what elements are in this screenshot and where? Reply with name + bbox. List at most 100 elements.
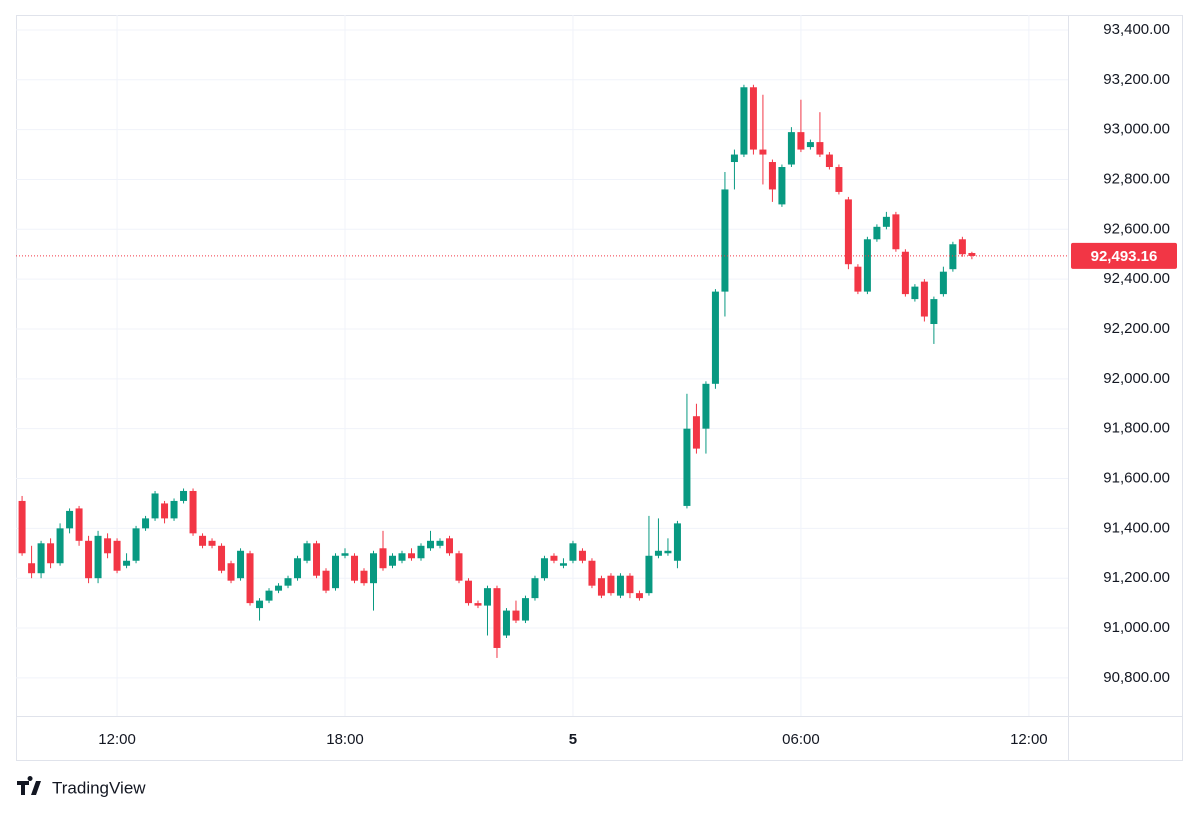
candle-body — [882, 216, 890, 227]
candle-body — [835, 167, 843, 192]
candle — [493, 585, 501, 658]
candle — [702, 381, 710, 454]
candle-body — [303, 543, 311, 561]
candle — [730, 149, 738, 190]
candle — [322, 568, 330, 594]
candle — [787, 127, 795, 168]
candle — [778, 164, 786, 207]
candle — [142, 515, 150, 531]
candle-body — [417, 545, 425, 559]
candle — [863, 236, 871, 295]
candle — [768, 159, 776, 202]
candle — [75, 505, 83, 546]
candle — [550, 553, 558, 564]
candle — [256, 598, 264, 621]
candle — [180, 488, 188, 504]
candle — [47, 538, 55, 569]
candle-body — [930, 299, 938, 325]
candle-body — [426, 540, 434, 549]
candle-body — [730, 154, 738, 163]
candle — [351, 553, 359, 584]
candle — [284, 575, 292, 589]
candle — [94, 530, 102, 584]
candle — [645, 515, 653, 596]
candle — [512, 600, 520, 624]
candle-body — [151, 493, 159, 519]
candle-body — [37, 543, 45, 574]
candle — [113, 538, 121, 574]
y-tick-label: 91,000.00 — [1103, 619, 1170, 636]
candle-body — [161, 503, 169, 519]
candle — [28, 545, 36, 579]
y-tick-label: 91,200.00 — [1103, 569, 1170, 586]
tradingview-logo[interactable]: TradingView — [17, 776, 146, 797]
candle — [892, 211, 900, 252]
candle — [208, 538, 216, 549]
candle — [66, 508, 74, 534]
last-price-badge — [1071, 242, 1177, 269]
candle-body — [351, 555, 359, 581]
candle — [237, 548, 245, 581]
candle-body — [66, 510, 74, 529]
candle-body — [502, 610, 510, 636]
candle — [920, 279, 928, 322]
candle-body — [512, 610, 520, 621]
y-tick-label: 92,000.00 — [1103, 370, 1170, 387]
candle-body — [113, 540, 121, 571]
grid — [16, 15, 1068, 716]
candle — [683, 393, 691, 509]
candle — [417, 543, 425, 561]
logo-icon — [17, 776, 41, 795]
candle-body — [578, 550, 586, 561]
candle — [37, 540, 45, 579]
candle-body — [180, 490, 188, 501]
candle — [389, 553, 397, 569]
candle-body — [673, 523, 681, 561]
y-tick-label: 92,400.00 — [1103, 270, 1170, 287]
last-price-label: 92,493.16 — [1091, 248, 1158, 265]
candle-body — [455, 553, 463, 581]
x-tick-label: 5 — [569, 731, 577, 748]
candle — [56, 523, 64, 566]
candle — [521, 595, 529, 624]
candle — [445, 535, 453, 556]
candle-body — [616, 575, 624, 596]
candle — [958, 236, 966, 257]
candle-body — [683, 428, 691, 506]
candle-body — [901, 251, 909, 295]
candle-body — [550, 555, 558, 561]
candle — [332, 553, 340, 591]
candle-body — [47, 543, 55, 564]
y-tick-label: 91,800.00 — [1103, 420, 1170, 437]
candle-body — [911, 286, 919, 300]
candle-body — [237, 550, 245, 579]
candle-body — [474, 603, 482, 606]
y-tick-label: 92,200.00 — [1103, 320, 1170, 337]
candle-body — [445, 538, 453, 554]
candle — [227, 560, 235, 584]
candle-body — [569, 543, 577, 561]
candle — [664, 538, 672, 556]
candle-body — [654, 550, 662, 556]
candle — [597, 575, 605, 599]
candle-body — [218, 545, 226, 571]
candle — [265, 588, 273, 604]
candle — [303, 540, 311, 564]
y-tick-label: 92,800.00 — [1103, 170, 1170, 187]
candle-body — [626, 575, 634, 594]
candle-body — [265, 590, 273, 601]
candle — [426, 530, 434, 551]
candle-body — [939, 271, 947, 295]
candle — [189, 488, 197, 536]
candle-body — [892, 214, 900, 250]
candle — [854, 264, 862, 295]
x-tick-label: 06:00 — [782, 731, 820, 748]
candle-body — [341, 553, 349, 556]
candle — [740, 84, 748, 158]
candle-body — [332, 555, 340, 589]
candle — [673, 520, 681, 569]
x-tick-label: 18:00 — [326, 731, 364, 748]
candle-body — [968, 252, 976, 256]
candle — [132, 525, 140, 564]
candle — [151, 490, 159, 521]
